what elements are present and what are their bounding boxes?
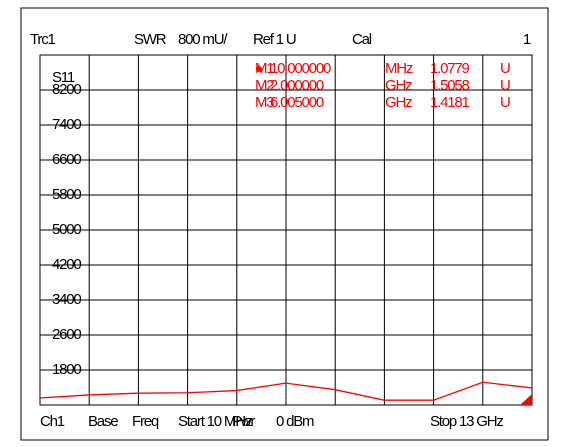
marker-text: 6.005000 (270, 94, 324, 111)
y-tick-label: 5800 (52, 186, 81, 203)
footer-text: Ch1 (40, 413, 65, 430)
marker-text: U (500, 60, 510, 77)
footer-text: 0 dBm (276, 413, 314, 430)
header-text: Trc1 (30, 31, 56, 48)
marker-text: 10.000000 (270, 60, 331, 77)
active-marker-dot (256, 66, 262, 72)
header-text: 1 (523, 31, 531, 48)
marker-text: GHz (385, 77, 412, 94)
marker-text: GHz (385, 94, 412, 111)
marker-text: M3 (255, 94, 274, 111)
footer-text: Start 10 MHz (178, 413, 252, 430)
y-tick-label: 6600 (52, 151, 81, 168)
footer-text: Freq (132, 413, 159, 430)
marker-triangle (520, 394, 532, 405)
footer-text: Stop 13 GHz (430, 413, 503, 430)
marker-text: 2.000000 (270, 77, 324, 94)
trace-line (39, 381, 533, 401)
y-tick-label: 7400 (52, 116, 81, 133)
marker-text: U (500, 94, 510, 111)
marker-text: U (500, 77, 510, 94)
marker-text: 1.0779 (430, 60, 470, 77)
footer-text: Pwr (232, 413, 255, 430)
y-tick-label: 5000 (52, 221, 81, 238)
header-text: SWR (134, 31, 167, 48)
y-tick-label: 1800 (52, 361, 81, 378)
header-text: Ref 1 U (253, 31, 296, 48)
marker-text: M2 (255, 77, 274, 94)
y-tick-label: 2600 (52, 326, 81, 343)
trace-label: S11 (52, 69, 75, 86)
marker-text: 1.4181 (430, 94, 470, 111)
marker-text: MHz (385, 60, 413, 77)
y-tick-label: 3400 (52, 291, 81, 308)
header-text: 800 mU/ (178, 31, 228, 48)
y-tick-label: 4200 (52, 256, 81, 273)
y-tick-label: 8200 (52, 81, 81, 98)
header-text: Cal (352, 31, 372, 48)
footer-text: Base (88, 413, 118, 430)
marker-text: 1.5058 (430, 77, 470, 94)
frame (20, 7, 549, 441)
marker-text: M1 (255, 60, 274, 77)
